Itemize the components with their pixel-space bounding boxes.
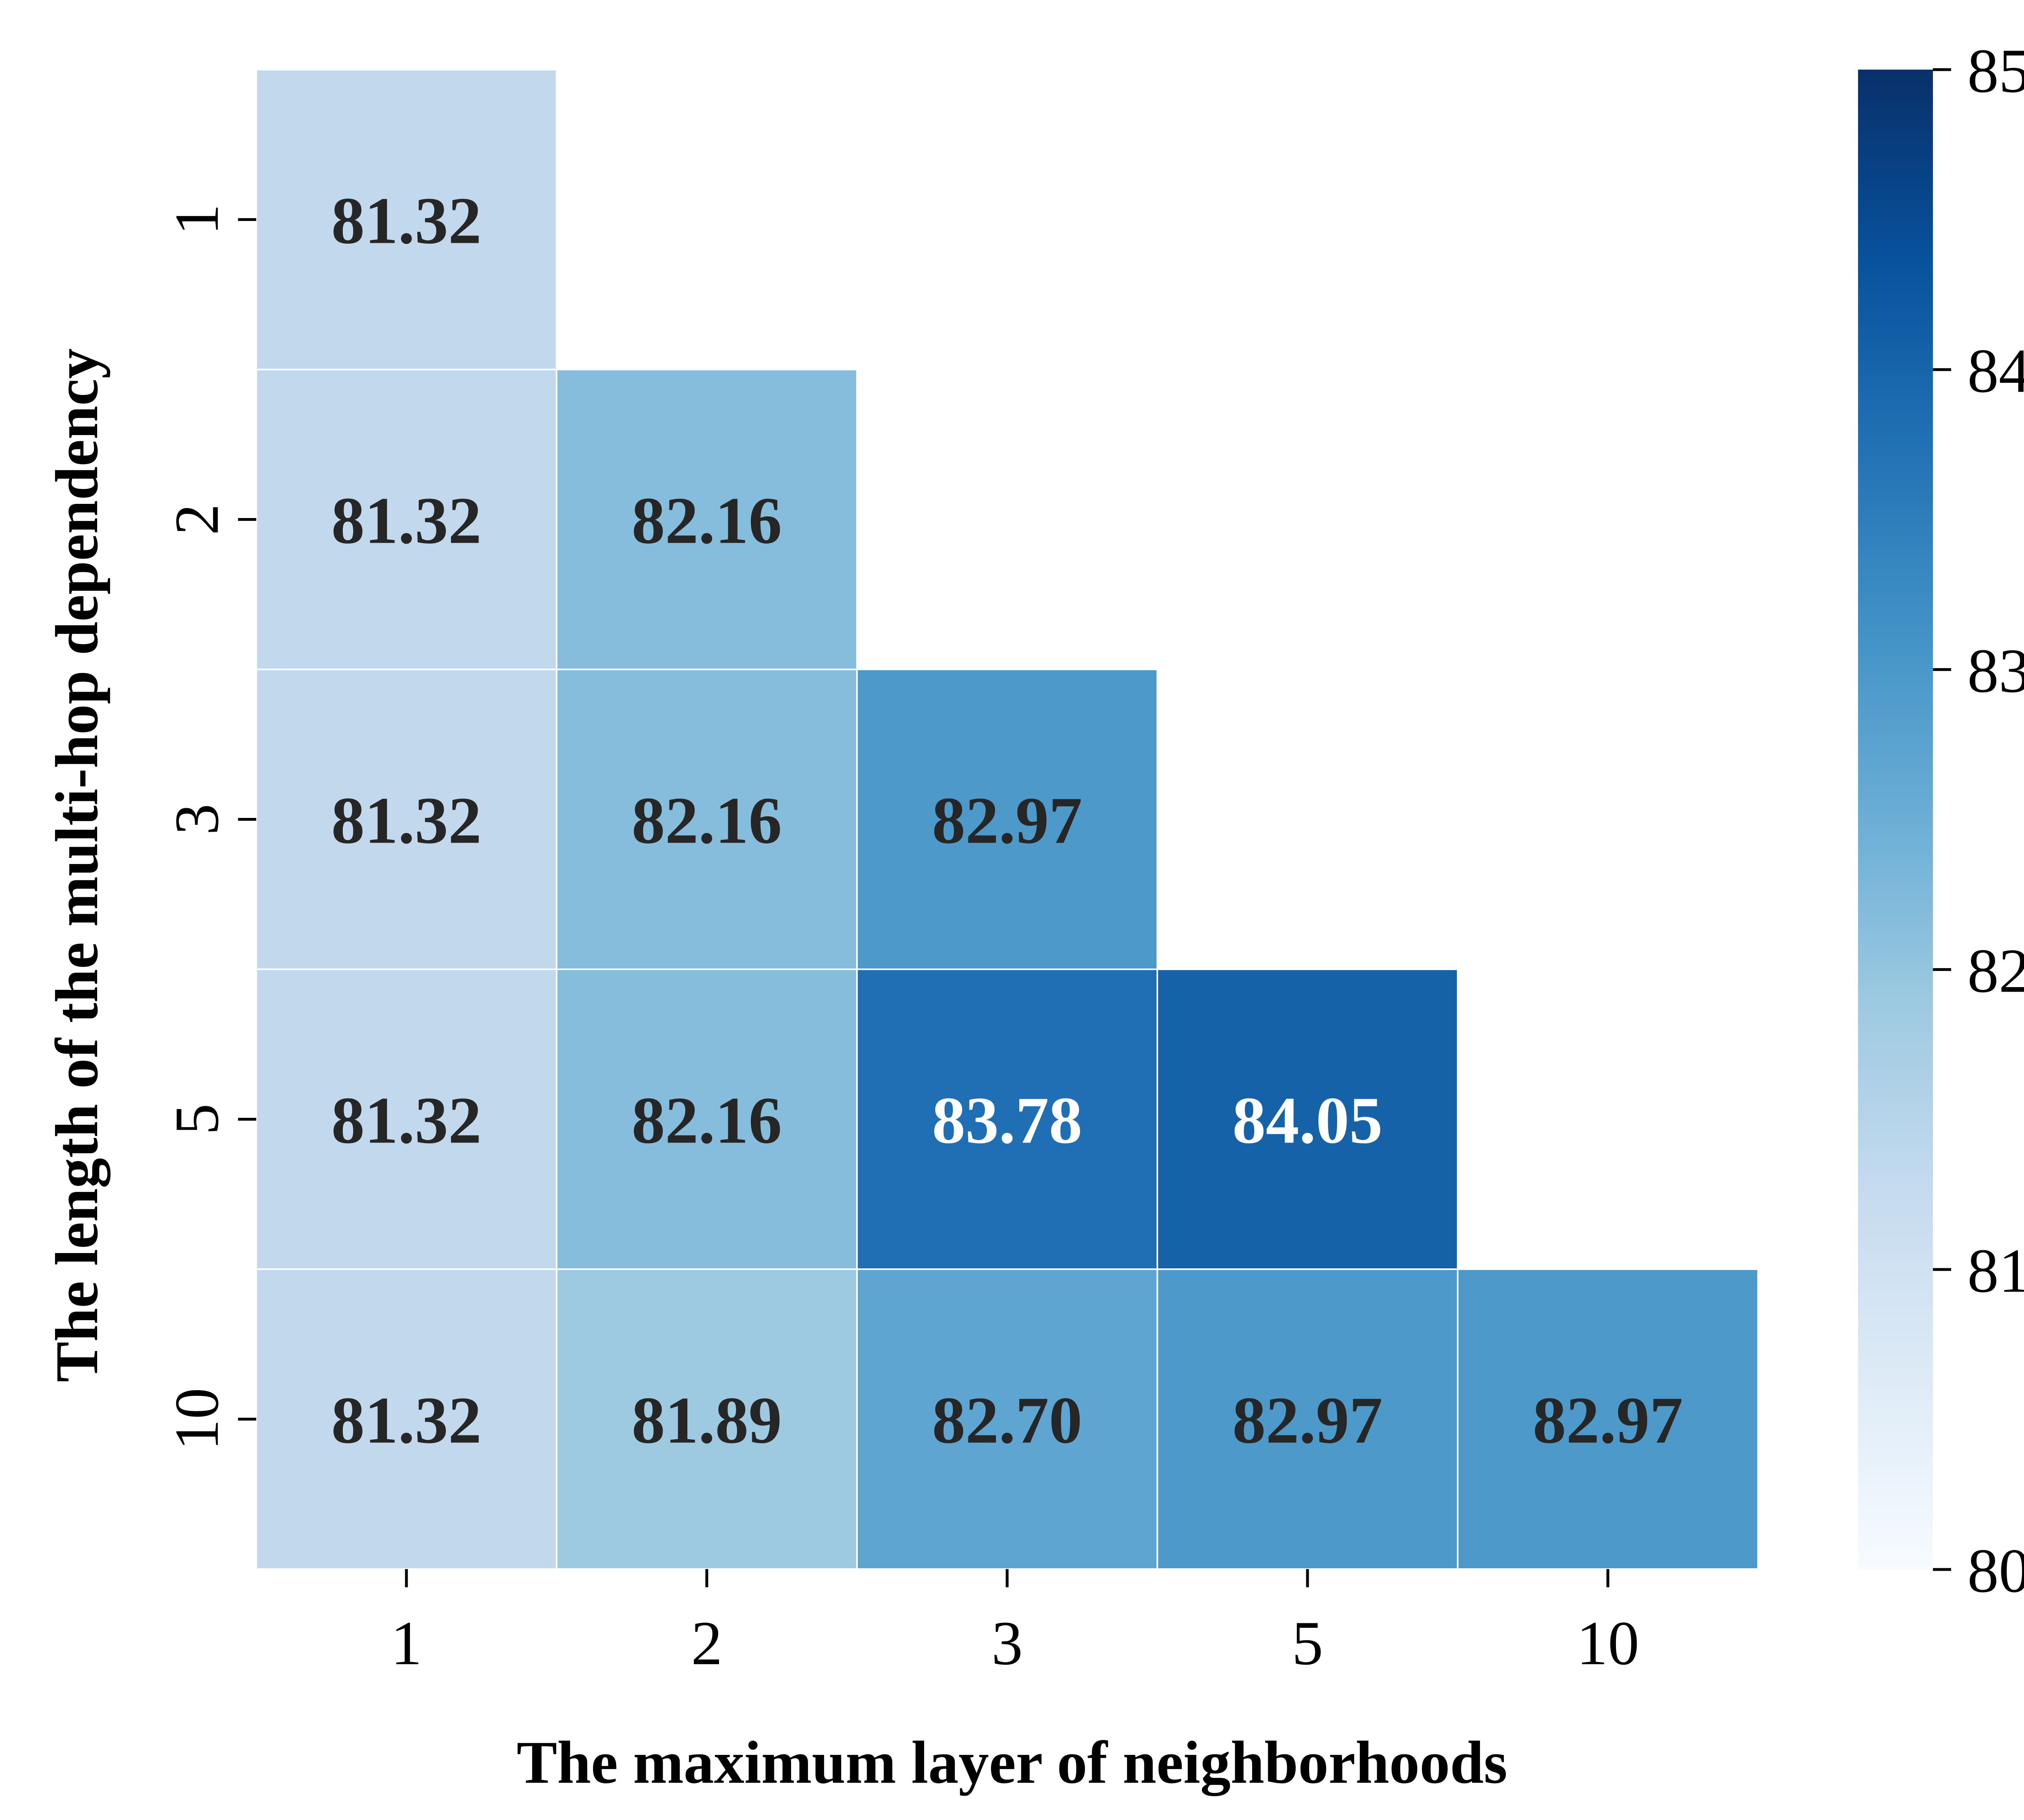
y-tick-label: 10 <box>162 1388 232 1450</box>
heatmap-cell <box>556 369 858 670</box>
y-tick-label: 2 <box>162 504 232 535</box>
heatmap-cell <box>255 369 557 670</box>
x-axis: 1 2 3 5 10 <box>391 1569 1639 1678</box>
cell-value-label: 81.32 <box>331 1383 481 1457</box>
y-tick-label: 1 <box>162 204 232 236</box>
colorbar-gradient <box>1858 70 1933 1569</box>
heatmap-cells <box>255 69 1759 1570</box>
y-axis: 1 2 3 5 10 <box>162 204 256 1450</box>
heatmap-cell <box>255 69 557 370</box>
colorbar-tick-label: 82 <box>1967 936 2024 1006</box>
x-tick-label: 2 <box>691 1608 723 1678</box>
x-tick-label: 5 <box>1292 1608 1323 1678</box>
cell-value-label: 82.97 <box>932 784 1082 858</box>
x-tick-label: 3 <box>991 1608 1023 1678</box>
heatmap-cell <box>255 968 557 1270</box>
y-tick-label: 3 <box>162 804 232 835</box>
cell-value-label: 82.16 <box>631 1083 782 1157</box>
colorbar-tick-label: 81 <box>1967 1236 2024 1306</box>
x-tick-label: 10 <box>1577 1608 1639 1678</box>
cell-value-label: 84.05 <box>1232 1083 1382 1157</box>
heatmap-cell <box>1457 1268 1759 1570</box>
heatmap-cell <box>1157 1268 1458 1570</box>
cell-value-label: 81.32 <box>331 184 481 258</box>
heatmap-cell <box>556 1268 858 1570</box>
cell-value-label: 82.16 <box>631 784 782 858</box>
heatmap-value-labels: 81.32 81.32 82.16 81.32 82.16 82.97 81.32 82.16… <box>331 184 1683 1457</box>
cell-value-label: 81.32 <box>331 484 481 558</box>
heatmap-cell <box>255 669 557 970</box>
x-axis-title: The maximum layer of neighborhoods <box>517 1729 1507 1796</box>
cell-value-label: 82.97 <box>1533 1383 1683 1457</box>
heatmap-cell <box>556 968 858 1270</box>
y-tick-label: 5 <box>162 1104 232 1135</box>
heatmap-cell <box>1157 968 1458 1270</box>
y-axis-title: The length of the multi-hop dependency <box>43 348 111 1382</box>
cell-value-label: 83.78 <box>932 1083 1082 1157</box>
x-tick-label: 1 <box>391 1608 422 1678</box>
colorbar-tick-label: 80 <box>1967 1536 2024 1606</box>
cell-value-label: 82.70 <box>932 1383 1082 1457</box>
cell-value-label: 82.16 <box>631 484 782 558</box>
cell-value-label: 81.32 <box>331 1083 481 1157</box>
colorbar-ticks: 80 81 82 83 84 85 <box>1933 36 2024 1606</box>
colorbar: 80 81 82 83 84 85 <box>1858 36 2024 1606</box>
heatmap-cell <box>856 669 1158 970</box>
cell-value-label: 82.97 <box>1232 1383 1382 1457</box>
heatmap-cell <box>556 669 858 970</box>
heatmap-cell <box>856 1268 1158 1570</box>
cell-value-label: 81.32 <box>331 784 481 858</box>
colorbar-tick-label: 83 <box>1967 636 2024 705</box>
colorbar-tick-label: 85 <box>1967 36 2024 106</box>
colorbar-tick-label: 84 <box>1967 336 2024 406</box>
cell-value-label: 81.89 <box>631 1383 782 1457</box>
